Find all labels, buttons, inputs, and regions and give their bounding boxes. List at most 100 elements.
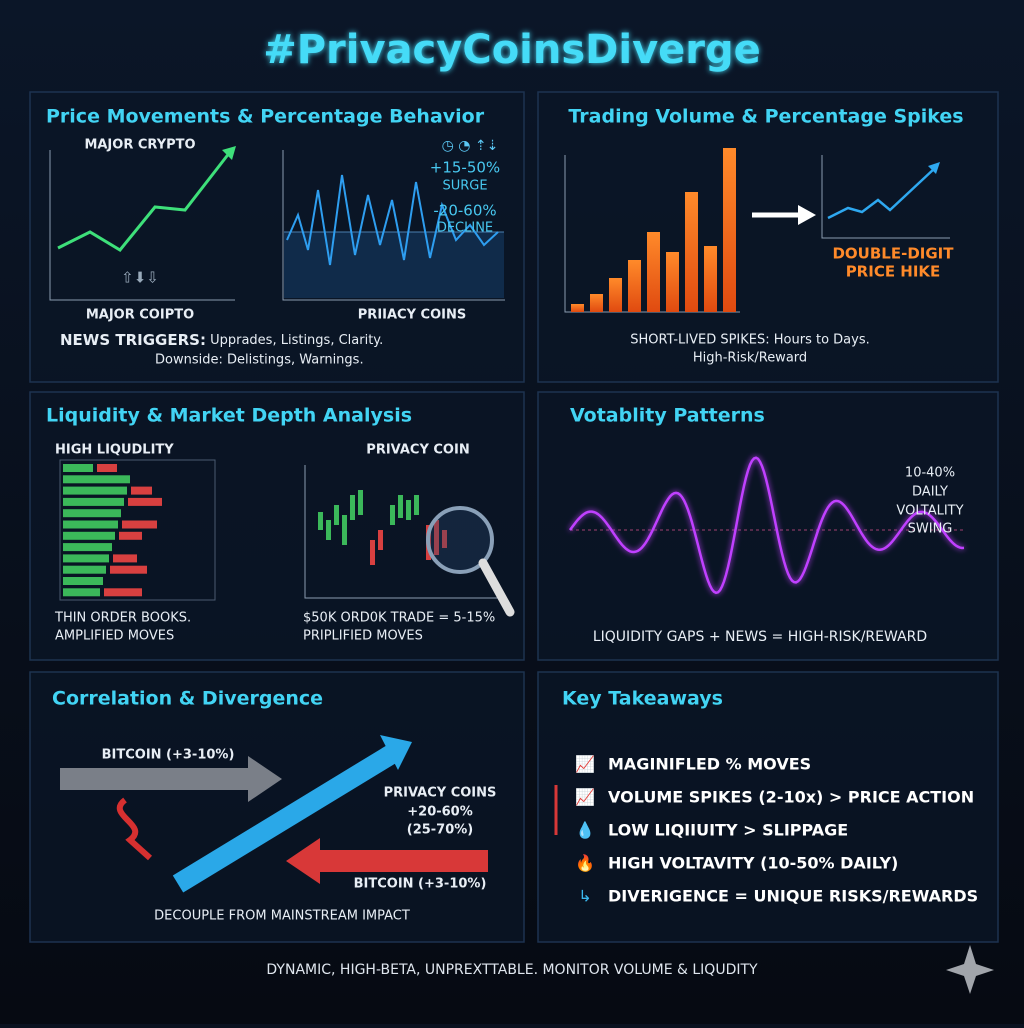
note: $50K ORD0K TRADE = 5-15% <box>303 611 495 626</box>
panel-title: Correlation & Divergence <box>52 688 323 710</box>
main-title: #PrivacyCoinsDiverge <box>263 27 761 73</box>
annotation: +15-50% <box>430 159 500 177</box>
depth-bar <box>63 543 112 552</box>
volatility-wave <box>568 456 965 595</box>
annotation: PRIVACY COINS <box>384 786 497 801</box>
note: LIQUIDITY GAPS + NEWS = HIGH-RISK/REWARD <box>593 629 927 645</box>
footer: DYNAMIC, HIGH-BETA, UNPREXTTABLE. MONITO… <box>266 962 758 978</box>
note: DECOUPLE FROM MAINSTREAM IMPACT <box>154 909 410 924</box>
takeaway: HIGH VOLTAVITY (10-50% DAILY) <box>608 854 898 873</box>
depth-bar <box>63 520 118 529</box>
volume-bars <box>628 260 641 312</box>
major-crypto-chart <box>49 150 235 301</box>
panel-boxes <box>29 91 999 943</box>
order-book <box>59 459 216 601</box>
annotation: +20-60% <box>407 805 473 820</box>
depth-bar <box>63 464 93 472</box>
candle <box>414 495 419 515</box>
candle <box>350 495 355 520</box>
note: Downside: Delistings, Warnings. <box>155 353 364 368</box>
candle <box>390 505 395 525</box>
takeaway-icons: ↳ <box>578 887 591 906</box>
depth-bar <box>63 475 130 484</box>
depth-bar <box>131 486 152 495</box>
panel-title: Key Takeaways <box>562 688 723 710</box>
annotation: (25-70%) <box>407 823 474 838</box>
depth-bar <box>122 520 157 529</box>
volatility-wave <box>568 456 965 595</box>
takeaway: LOW LIQIIUITY > SLIPPAGE <box>608 821 848 840</box>
note: AMPLIFIED MOVES <box>55 629 174 644</box>
takeaway: DIVERIGENCE = UNIQUE RISKS/REWARDS <box>608 887 978 906</box>
volume-bars <box>571 304 584 312</box>
candle <box>434 520 439 555</box>
candle <box>370 540 375 565</box>
depth-bar <box>119 531 142 540</box>
depth-bar <box>113 554 137 563</box>
arrows <box>60 768 250 790</box>
candle <box>334 505 339 525</box>
panel-title: Votablity Patterns <box>570 405 765 427</box>
annotation: PRICE HIKE <box>846 263 941 281</box>
volume-bars <box>723 148 736 312</box>
candle <box>358 490 363 515</box>
arrows <box>248 756 282 802</box>
annotation: DECLINE <box>437 221 493 236</box>
takeaway-icons: 📈 <box>575 755 595 774</box>
note-lead: NEWS TRIGGERS: <box>60 331 206 349</box>
price-hike-chart <box>928 162 940 174</box>
privacy-coins-chart: ◷ ◔ ⇡⇣ <box>282 138 505 301</box>
depth-bar <box>110 565 147 574</box>
arrows <box>172 743 401 893</box>
chart-label: PRIIACY COINS <box>358 308 466 323</box>
depth-bar <box>63 565 106 574</box>
price-hike-chart <box>821 155 950 239</box>
candle <box>342 515 347 545</box>
candle <box>326 520 331 540</box>
candle <box>318 512 323 530</box>
candles <box>304 465 500 599</box>
panel-boxes <box>537 671 999 943</box>
panel-title: Price Movements & Percentage Behavior <box>46 106 485 128</box>
arrows <box>60 735 488 893</box>
note: NEWS TRIGGERS: Upprades, Listings, Clari… <box>60 331 383 349</box>
note-text: Upprades, Listings, Clarity. <box>206 333 383 348</box>
magnifier <box>426 506 515 617</box>
takeaway-icons: 📈 <box>575 788 595 807</box>
panel-boxes <box>29 671 525 943</box>
annotation: BITCOIN (+3-10%) <box>354 877 487 892</box>
magnifier <box>478 558 515 617</box>
arrow <box>752 205 816 225</box>
chart-label: PRIVACY COIN <box>366 443 469 458</box>
takeaway: MAGINIFLED % MOVES <box>608 755 811 774</box>
privacy-coins-chart: ◷ ◔ ⇡⇣ <box>442 138 499 154</box>
depth-bar <box>63 588 100 597</box>
candle <box>442 530 447 548</box>
annotation: VOLTALITY <box>896 504 963 519</box>
candle <box>406 500 411 520</box>
chart-label: HIGH LIQUDLITY <box>55 443 174 458</box>
panel-boxes <box>537 91 999 383</box>
volume-bars <box>666 252 679 312</box>
note: SHORT-LIVED SPIKES: Hours to Days. <box>630 333 870 348</box>
panel-title: Liquidity & Market Depth Analysis <box>46 405 412 427</box>
depth-bar <box>63 577 103 585</box>
arrows <box>286 838 320 884</box>
depth-bar <box>63 509 121 518</box>
takeaway-icons: 📈 📈 💧 🔥 ↳ <box>575 755 595 906</box>
privacy-coins-chart <box>282 150 505 301</box>
note: THIN ORDER BOOKS. <box>54 611 191 626</box>
chart-label: MAJOR CRYPTO <box>84 138 195 153</box>
arrows <box>380 735 412 770</box>
annotation: -20-60% <box>433 202 496 220</box>
arrows <box>116 797 153 861</box>
major-crypto-chart <box>57 151 232 252</box>
volume-bars <box>564 155 740 313</box>
depth-bar <box>97 464 117 472</box>
volume-bars <box>685 192 698 312</box>
order-book <box>59 459 216 601</box>
major-crypto-chart <box>222 146 236 160</box>
annotation: DAILY <box>912 485 948 500</box>
candle <box>398 495 403 518</box>
